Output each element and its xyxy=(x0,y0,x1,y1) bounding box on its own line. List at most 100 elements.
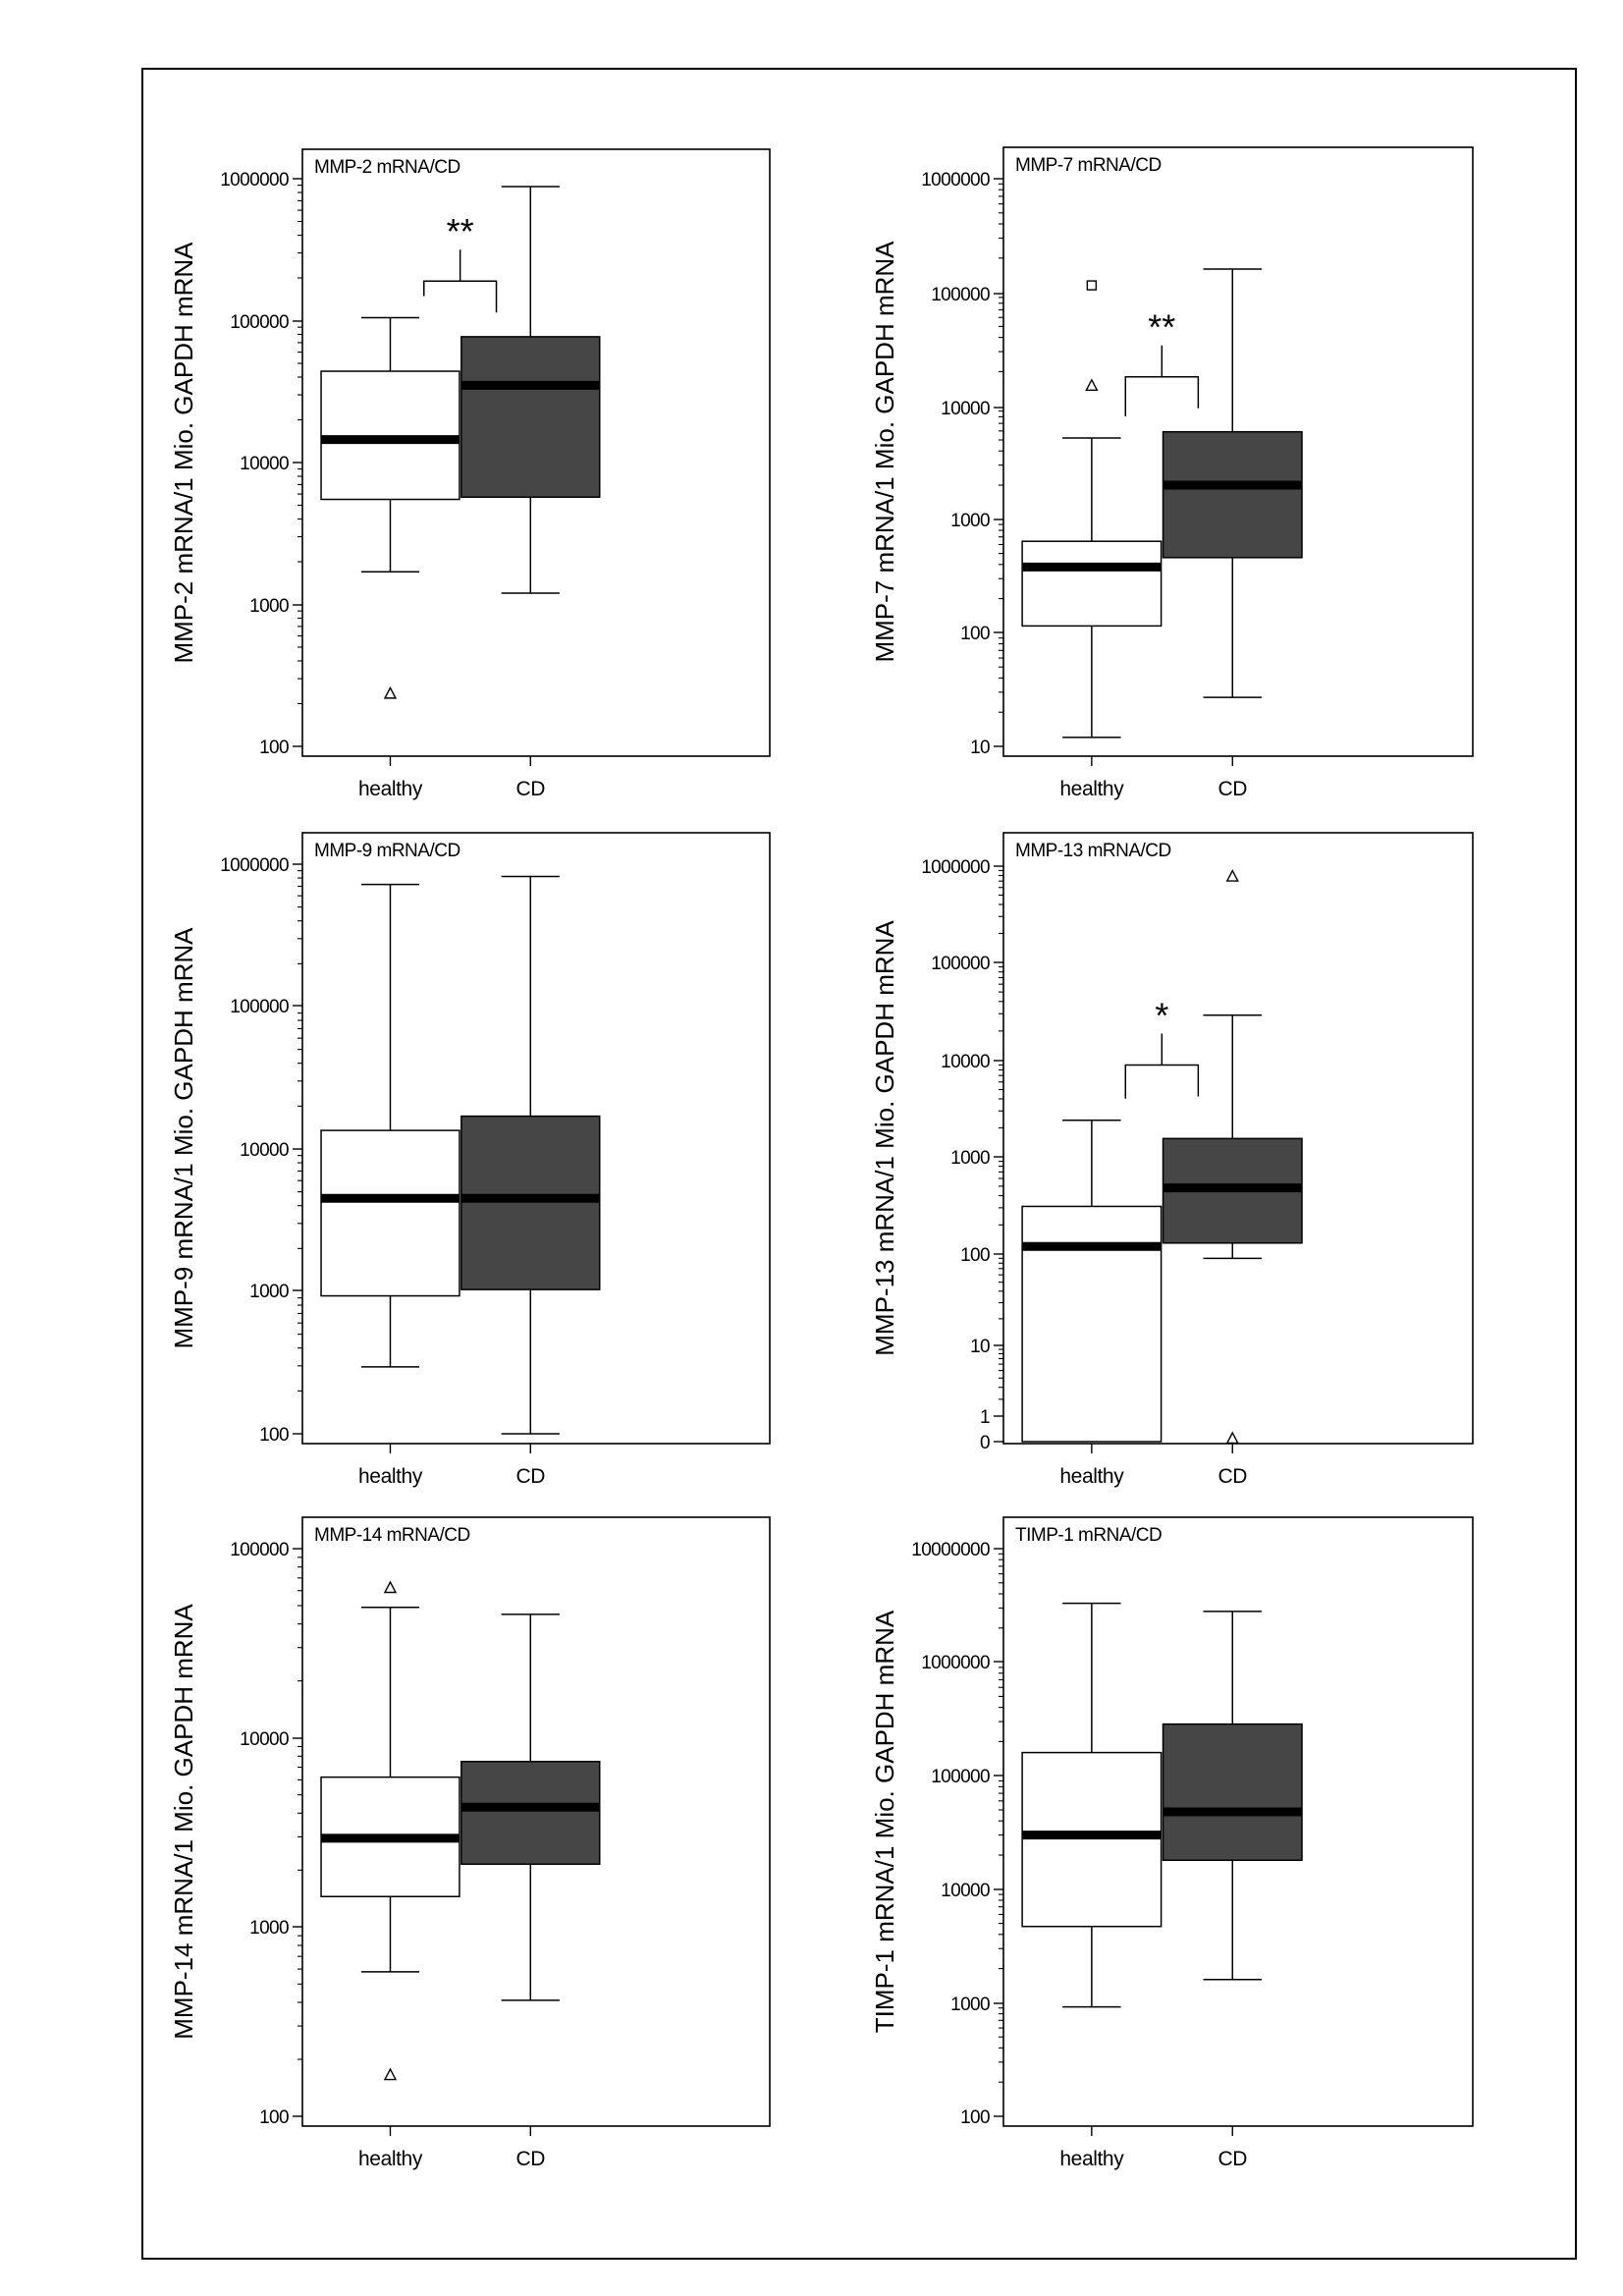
bracket-line xyxy=(423,280,498,313)
y-tick-label: 100000 xyxy=(931,1767,990,1787)
box-CD xyxy=(1162,1611,1303,1981)
y-tick-label: 1000 xyxy=(950,511,990,531)
box-healthy xyxy=(1021,1602,1163,2008)
y-axis-label: MMP-9 mRNA/1 Mio. GAPDH mRNA xyxy=(169,927,198,1349)
outlier-marker xyxy=(383,2067,398,2081)
y-axis: 100 1000 10000 100000 1000000 10000000 xyxy=(911,1540,1003,2128)
y-axis-label: MMP-14 mRNA/1 Mio. GAPDH mRNA xyxy=(169,1604,198,2040)
plot-area xyxy=(1002,1516,1474,2127)
interquartile-box xyxy=(460,336,601,499)
x-tick-label: healthy xyxy=(358,1465,423,1488)
interquartile-box xyxy=(1162,430,1303,559)
x-tick-label: healthy xyxy=(1059,778,1124,800)
y-tick-label: 100 xyxy=(960,1245,990,1266)
y-tick-label: 1000000 xyxy=(921,170,990,191)
chart-title: MMP-2 mRNA/CD xyxy=(314,157,460,178)
y-tick-label: 10000 xyxy=(941,399,990,419)
y-tick-label: 100 xyxy=(960,2107,990,2128)
y-tick-label: 10000 xyxy=(941,1881,990,1901)
plot-area xyxy=(301,1516,771,2127)
interquartile-box xyxy=(1021,1751,1163,1928)
outlier-marker xyxy=(1225,1431,1239,1445)
y-axis-label: MMP-13 mRNA/1 Mio. GAPDH mRNA xyxy=(870,920,899,1356)
interquartile-box xyxy=(320,1129,460,1297)
x-tick-label: healthy xyxy=(358,778,423,800)
plot-area xyxy=(1002,146,1474,757)
interquartile-box xyxy=(460,1115,601,1290)
y-axis: 0 1 10 100 1000 10000 100000 1000000 xyxy=(921,857,1003,1453)
chart-panel-1: MMP-2 mRNA/CD MMP-2 mRNA/1 Mio. GAPDH mRN… xyxy=(169,148,771,800)
plot-area xyxy=(301,148,771,757)
significance-label: * xyxy=(1155,995,1168,1035)
interquartile-box xyxy=(1021,540,1163,628)
chart-panel-4: MMP-13 mRNA/CD MMP-13 mRNA/1 Mio. GAPDH m… xyxy=(870,832,1474,1488)
y-axis: 10 100 1000 10000 100000 1000000 xyxy=(921,170,1003,758)
y-tick-label: 100000 xyxy=(230,997,289,1017)
y-tick-label: 100 xyxy=(259,1425,289,1446)
outlier-marker xyxy=(1225,869,1239,882)
y-tick-label: 1000 xyxy=(249,596,289,617)
y-tick-label: 100000 xyxy=(230,1540,289,1560)
significance-label: ** xyxy=(1148,307,1175,348)
y-tick-label: 1000000 xyxy=(921,857,990,878)
x-tick-label: CD xyxy=(516,778,546,800)
y-tick-label: 1 xyxy=(980,1407,990,1428)
x-tick-label: CD xyxy=(1217,778,1247,800)
box-CD xyxy=(1162,869,1303,1445)
x-tick-label: healthy xyxy=(1059,1465,1124,1488)
chart-panel-2: MMP-7 mRNA/CD MMP-7 mRNA/1 Mio. GAPDH mRN… xyxy=(870,146,1474,800)
y-tick-label: 100 xyxy=(259,2107,289,2128)
chart-title: MMP-13 mRNA/CD xyxy=(1015,841,1171,861)
y-axis: 100 1000 10000 100000 xyxy=(230,1540,302,2128)
y-tick-label: 0 xyxy=(980,1433,990,1453)
box-healthy xyxy=(1021,1119,1163,1443)
chart-title: TIMP-1 mRNA/CD xyxy=(1015,1525,1162,1546)
significance-bracket: ** xyxy=(423,211,498,313)
chart-panel-6: TIMP-1 mRNA/CD TIMP-1 mRNA/1 Mio. GAPDH m… xyxy=(870,1516,1474,2170)
y-axis-label: MMP-2 mRNA/1 Mio. GAPDH mRNA xyxy=(169,242,198,664)
chart-title: MMP-7 mRNA/CD xyxy=(1015,155,1162,176)
x-tick-label: CD xyxy=(1217,2148,1247,2170)
outlier-marker xyxy=(1085,378,1099,392)
y-tick-label: 10000 xyxy=(240,1729,289,1750)
box-healthy xyxy=(320,316,460,699)
y-tick-label: 100 xyxy=(960,624,990,644)
x-tick-label: healthy xyxy=(1059,2148,1124,2170)
y-tick-label: 1000000 xyxy=(220,855,289,876)
interquartile-box xyxy=(1021,1205,1163,1443)
x-tick-label: healthy xyxy=(358,2148,423,2170)
y-axis: 100 1000 10000 100000 1000000 xyxy=(220,170,302,758)
x-tick-label: CD xyxy=(1217,1465,1247,1488)
box-CD xyxy=(460,875,601,1435)
box-CD xyxy=(460,1613,601,2001)
y-tick-label: 1000 xyxy=(950,1148,990,1169)
y-tick-label: 10 xyxy=(970,1337,990,1357)
figure-frame xyxy=(141,68,1577,2260)
bracket-line xyxy=(1124,1064,1200,1099)
chart-title: MMP-14 mRNA/CD xyxy=(314,1525,470,1546)
y-tick-label: 10000 xyxy=(941,1052,990,1072)
y-tick-label: 1000 xyxy=(249,1918,289,1939)
significance-bracket: ** xyxy=(1124,307,1200,417)
interquartile-box xyxy=(460,1760,601,1866)
box-healthy xyxy=(320,883,460,1368)
interquartile-box xyxy=(1162,1722,1303,1862)
y-tick-label: 10 xyxy=(970,738,990,758)
significance-label: ** xyxy=(447,211,474,251)
chart-panel-3: MMP-9 mRNA/CD MMP-9 mRNA/1 Mio. GAPDH mRN… xyxy=(169,832,771,1488)
y-tick-label: 100000 xyxy=(931,954,990,974)
y-tick-label: 1000 xyxy=(249,1282,289,1302)
x-tick-label: CD xyxy=(516,2148,546,2170)
outlier-marker xyxy=(383,685,398,699)
y-tick-label: 10000 xyxy=(240,1140,289,1161)
outlier-marker xyxy=(383,1580,398,1594)
box-healthy xyxy=(320,1580,460,2081)
chart-panel-5: MMP-14 mRNA/CD MMP-14 mRNA/1 Mio. GAPDH m… xyxy=(169,1516,771,2170)
bracket-line xyxy=(1124,375,1200,417)
y-axis-label: TIMP-1 mRNA/1 Mio. GAPDH mRNA xyxy=(870,1610,899,2033)
box-CD xyxy=(1162,268,1303,698)
y-tick-label: 10000000 xyxy=(911,1540,990,1560)
y-axis-label: MMP-7 mRNA/1 Mio. GAPDH mRNA xyxy=(870,241,899,663)
outlier-marker xyxy=(1086,280,1098,291)
